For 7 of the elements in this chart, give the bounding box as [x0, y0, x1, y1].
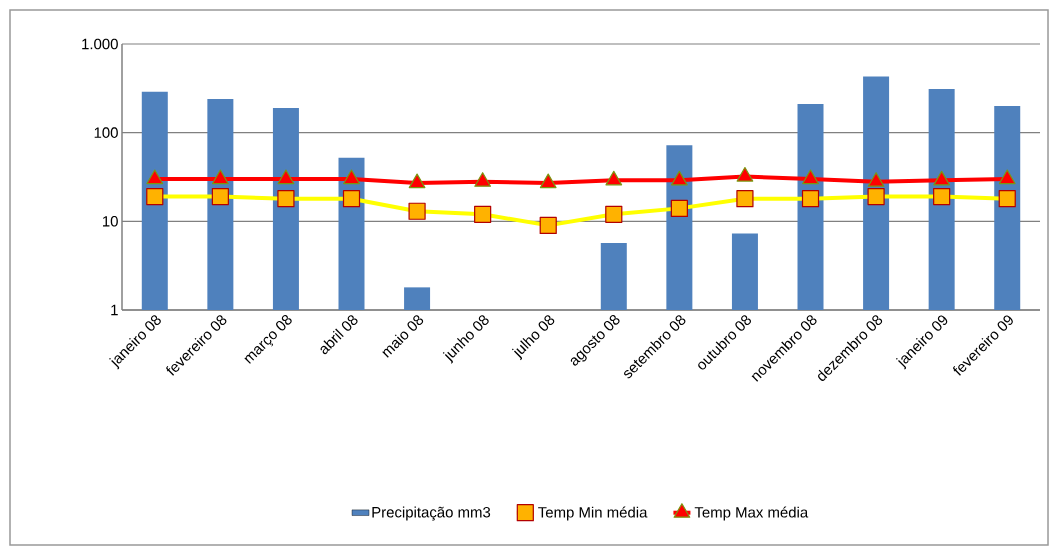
legend-label: Temp Max média — [694, 506, 809, 521]
y-tick-label: 1.000 — [82, 38, 118, 50]
y-tick-label: 100 — [94, 127, 118, 138]
y-tick-label: 10 — [103, 216, 118, 227]
legend-label: Temp Min média — [538, 506, 648, 521]
legend-label: Precipitação mm3 — [372, 506, 491, 521]
y-tick-label: 1 — [111, 304, 118, 316]
